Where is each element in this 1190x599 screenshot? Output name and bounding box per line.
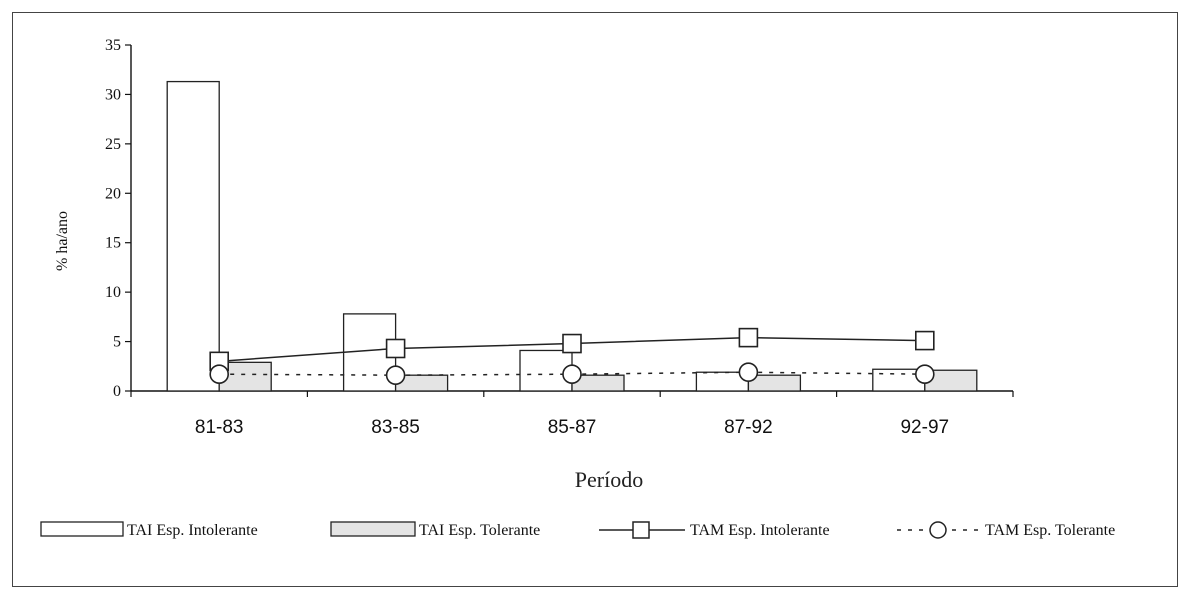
series-markers [209,327,935,385]
x-axis-title: Período [575,467,643,492]
marker-circle-tam-tolerante [385,365,406,385]
y-tick-label: 10 [105,284,121,301]
marker-circle-tam-tolerante [914,364,935,384]
legend-label-tai-tolerante: TAI Esp. Tolerante [419,522,540,539]
marker-square-tam-intolerante [562,333,582,354]
x-tick-label: 92-97 [900,417,949,438]
y-tick-label: 15 [105,235,121,252]
bar-tai-intolerante [166,80,220,392]
legend: TAI Esp. Intolerante TAI Esp. Tolerante TA… [40,521,1115,539]
x-tick-label: 83-85 [371,417,420,438]
chart-frame: 0 5 10 15 20 25 30 35 81-83 83-85 85-87 87-92 92-97 … [12,12,1178,587]
bar-tai-tolerante [747,374,802,392]
y-tick-label: 20 [105,185,121,202]
marker-circle-tam-tolerante [738,362,759,383]
x-tick-label: 85-87 [548,417,597,438]
legend-label-tai-intolerante: TAI Esp. Intolerante [127,522,258,539]
legend-marker-tam-tolerante [929,521,947,539]
marker-square-tam-intolerante [738,327,759,348]
marker-square-tam-intolerante [385,338,406,359]
bars [166,80,978,392]
y-tick-label: 35 [105,37,121,54]
legend-swatch-tai-tolerante [330,521,416,537]
legend-label-tam-intolerante: TAM Esp. Intolerante [690,522,830,539]
y-tick-label: 30 [105,86,121,103]
marker-square-tam-intolerante [914,330,935,351]
legend-swatch-tai-intolerante [40,521,124,537]
x-tick-label: 87-92 [724,417,773,438]
y-tick-label: 0 [113,383,121,400]
legend-marker-tam-intolerante [632,521,650,539]
marker-circle-tam-tolerante [209,364,229,384]
marker-circle-tam-tolerante [562,364,582,384]
y-tick-label: 25 [105,136,121,153]
y-tick-label: 5 [113,334,121,351]
legend-label-tam-tolerante: TAM Esp. Tolerante [985,522,1115,539]
axes: 0 5 10 15 20 25 30 35 81-83 83-85 85-87 87-92 92-97 [105,37,1014,438]
y-axis-title: % ha/ano [54,211,71,271]
x-tick-label: 81-83 [195,417,244,438]
